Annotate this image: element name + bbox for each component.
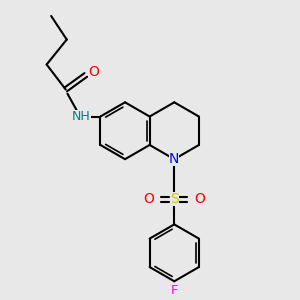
Text: S: S xyxy=(170,192,179,206)
Text: O: O xyxy=(143,192,154,206)
Text: O: O xyxy=(88,65,99,79)
Text: F: F xyxy=(170,284,178,298)
Text: O: O xyxy=(194,192,206,206)
Text: NH: NH xyxy=(72,110,91,123)
Text: N: N xyxy=(169,152,179,166)
